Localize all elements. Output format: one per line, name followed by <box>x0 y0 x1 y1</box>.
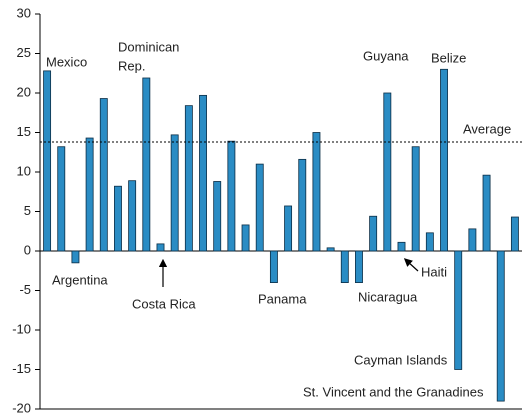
bar <box>57 146 66 252</box>
average-label: Average <box>463 121 511 136</box>
bar <box>184 105 193 252</box>
y-tick-label: 10 <box>17 163 31 178</box>
bar <box>510 216 519 252</box>
y-tick-label: 20 <box>17 84 31 99</box>
annotation: St. Vincent and the Granadines <box>303 384 484 399</box>
annotation: Mexico <box>46 54 87 69</box>
y-tick-label: 30 <box>17 5 31 20</box>
bar <box>440 68 448 252</box>
bar <box>269 250 278 284</box>
bar <box>397 241 406 252</box>
bar <box>326 247 335 252</box>
annotation: Guyana <box>363 48 409 63</box>
y-tick-label: -10 <box>12 321 31 336</box>
bar <box>411 146 420 252</box>
y-tick-label: -5 <box>19 282 31 297</box>
bar <box>142 77 151 252</box>
bar <box>425 232 434 252</box>
bar <box>482 174 491 252</box>
bar <box>114 185 122 252</box>
y-tick-label: 25 <box>17 45 31 60</box>
y-tick-label: 15 <box>17 124 31 139</box>
bar <box>369 215 378 252</box>
bar <box>298 158 307 252</box>
annotation: Panama <box>258 291 307 306</box>
y-tick-label: -20 <box>12 400 31 415</box>
bar <box>213 181 222 252</box>
bar <box>496 250 505 402</box>
annotation: Haiti <box>421 264 447 279</box>
bar <box>241 224 250 252</box>
y-tick-label: 0 <box>24 242 31 257</box>
annotation: Costa Rica <box>132 296 196 311</box>
annotation: Nicaragua <box>358 289 418 304</box>
bar <box>170 134 179 252</box>
bar <box>312 132 321 252</box>
bar <box>156 243 165 252</box>
bar <box>284 205 293 252</box>
y-tick-label: 5 <box>24 203 31 218</box>
bar <box>355 250 363 284</box>
bar <box>85 137 94 252</box>
bar <box>468 228 477 252</box>
bar <box>340 250 349 284</box>
bar <box>71 250 80 264</box>
bar <box>454 250 463 370</box>
bar <box>227 140 236 252</box>
annotation: Dominican <box>118 39 179 54</box>
y-tick-label: -15 <box>12 361 31 376</box>
bar <box>255 163 264 252</box>
annotation: Belize <box>431 50 466 65</box>
arrow <box>403 258 419 272</box>
bar <box>99 98 108 252</box>
annotation: Rep. <box>118 58 145 73</box>
bar <box>128 180 137 252</box>
bar <box>43 70 52 252</box>
annotation: Cayman Islands <box>354 352 448 367</box>
bar <box>383 92 392 252</box>
annotation: Argentina <box>52 272 108 287</box>
bar <box>199 94 207 252</box>
